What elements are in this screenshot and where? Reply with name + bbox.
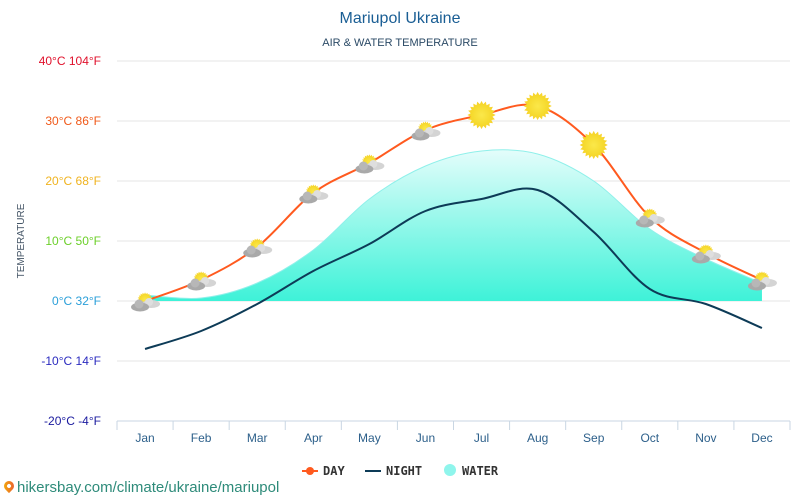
cloud-shape	[411, 127, 441, 141]
cloud-shape	[691, 250, 721, 264]
x-tick-label: Nov	[695, 431, 716, 445]
y-tick-label: 10°C 50°F	[45, 234, 101, 248]
x-tick-label: Mar	[247, 431, 268, 445]
sun-icon	[523, 91, 552, 121]
chart-title: Mariupol Ukraine	[340, 10, 461, 27]
source-url[interactable]: hikersbay.com/climate/ukraine/mariupol	[17, 479, 280, 496]
x-tick-label: Jun	[416, 431, 435, 445]
x-tick-label: Jul	[474, 431, 489, 445]
weather-icons	[131, 91, 777, 312]
legend-day-label: DAY	[323, 464, 345, 478]
partly-cloudy-icon	[411, 121, 441, 141]
water-series	[145, 149, 763, 301]
partly-cloudy-icon	[355, 154, 385, 174]
legend-item-water[interactable]: WATER	[444, 464, 499, 478]
x-tick-label: Apr	[304, 431, 323, 445]
legend-item-night[interactable]: NIGHT	[365, 464, 422, 478]
legend: DAY NIGHT WATER	[302, 464, 499, 478]
location-pin-icon	[1, 478, 17, 494]
x-tick-label: Feb	[191, 431, 212, 445]
source-link[interactable]: hikersbay.com/climate/ukraine/mariupol	[1, 478, 280, 496]
y-tick-label: 30°C 86°F	[45, 114, 101, 128]
x-tick-label: Aug	[527, 431, 548, 445]
x-tick-label: Jan	[135, 431, 154, 445]
cloud-shape	[131, 298, 161, 312]
partly-cloudy-icon	[635, 208, 665, 228]
night-series	[144, 187, 763, 350]
partly-cloudy-icon	[299, 184, 329, 204]
y-tick-label: 40°C 104°F	[39, 54, 101, 68]
y-tick-label: -10°C 14°F	[41, 354, 101, 368]
x-tick-label: May	[358, 431, 381, 445]
x-axis: Jan Feb Mar Apr May Jun Jul Aug Sep Oct Nov Dec	[116, 421, 791, 445]
sun-disc	[526, 95, 549, 117]
chart-subtitle: AIR & WATER TEMPERATURE	[322, 37, 477, 49]
x-tick-label: Dec	[751, 431, 772, 445]
sun-icon	[467, 100, 496, 130]
legend-day-marker	[306, 467, 314, 475]
cloud-shape	[243, 244, 273, 258]
legend-water-marker	[444, 464, 456, 476]
y-tick-label: 20°C 68°F	[45, 174, 101, 188]
water-edge-line	[145, 149, 763, 299]
legend-night-label: NIGHT	[386, 464, 422, 478]
y-tick-label: -20°C -4°F	[44, 414, 101, 428]
cloud-shape	[635, 214, 665, 228]
sun-icon	[579, 130, 608, 160]
cloud-shape	[187, 277, 217, 291]
cloud-shape	[299, 190, 329, 204]
partly-cloudy-icon	[747, 271, 777, 291]
sun-disc	[470, 104, 493, 126]
y-axis-label: TEMPERATURE	[16, 203, 27, 278]
legend-item-day[interactable]: DAY	[302, 464, 345, 478]
night-line	[144, 187, 763, 350]
sun-disc	[582, 134, 605, 156]
cloud-shape	[747, 277, 777, 291]
y-tick-label: 0°C 32°F	[52, 294, 101, 308]
partly-cloudy-icon	[131, 292, 161, 312]
partly-cloudy-icon	[691, 244, 721, 264]
legend-water-label: WATER	[462, 464, 499, 478]
cloud-shape	[355, 160, 385, 174]
partly-cloudy-icon	[187, 271, 217, 291]
x-tick-label: Oct	[640, 431, 659, 445]
water-area	[145, 149, 762, 301]
x-tick-label: Sep	[583, 431, 605, 445]
y-axis-ticks: 40°C 104°F 30°C 86°F 20°C 68°F 10°C 50°F 0°C…	[39, 54, 101, 428]
partly-cloudy-icon	[243, 238, 273, 258]
